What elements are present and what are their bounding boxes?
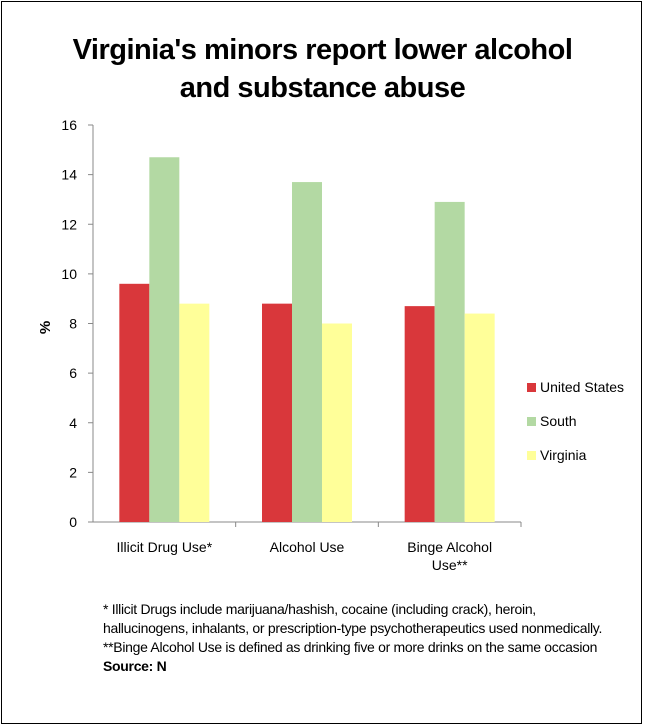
y-tick-label: 4	[69, 415, 77, 431]
legend-label: United States	[540, 379, 624, 395]
y-tick-label: 12	[61, 216, 77, 232]
chart-legend: United States South Virginia	[527, 379, 624, 463]
legend-swatch	[527, 417, 536, 426]
bar-virginia	[322, 323, 352, 522]
y-tick-label: 2	[69, 464, 77, 480]
legend-label: South	[540, 413, 577, 429]
bar-united-states	[119, 283, 150, 522]
y-tick-label: 16	[61, 117, 77, 133]
x-tick-label: Binge Alcohol	[407, 539, 492, 555]
y-tick-label: 0	[69, 514, 77, 530]
footnote-text: * Illicit Drugs include marijuana/hashis…	[103, 601, 603, 655]
legend-label: Virginia	[540, 447, 587, 463]
footnote: * Illicit Drugs include marijuana/hashis…	[103, 600, 623, 676]
chart-bars	[119, 157, 495, 522]
x-tick-label: Alcohol Use	[270, 539, 345, 555]
legend-swatch	[527, 383, 536, 392]
x-tick-label: Use**	[432, 557, 468, 573]
bar-south	[292, 182, 322, 522]
bar-virginia	[179, 303, 210, 522]
y-axis-label: %	[37, 321, 54, 334]
bar-united-states	[262, 303, 292, 522]
y-tick-label: 14	[61, 167, 77, 183]
y-tick-label: 6	[69, 365, 77, 381]
legend-swatch	[527, 451, 536, 460]
source-label: Source: N	[103, 658, 167, 674]
bar-virginia	[464, 313, 495, 522]
x-tick-label: Illicit Drug Use*	[116, 539, 212, 555]
bar-south	[149, 157, 180, 522]
bar-south	[434, 201, 465, 522]
y-tick-label: 8	[69, 316, 77, 332]
chart-title: Virginia's minors report lower alcohol a…	[72, 34, 573, 104]
bar-united-states	[404, 306, 435, 522]
y-tick-label: 10	[61, 266, 77, 282]
